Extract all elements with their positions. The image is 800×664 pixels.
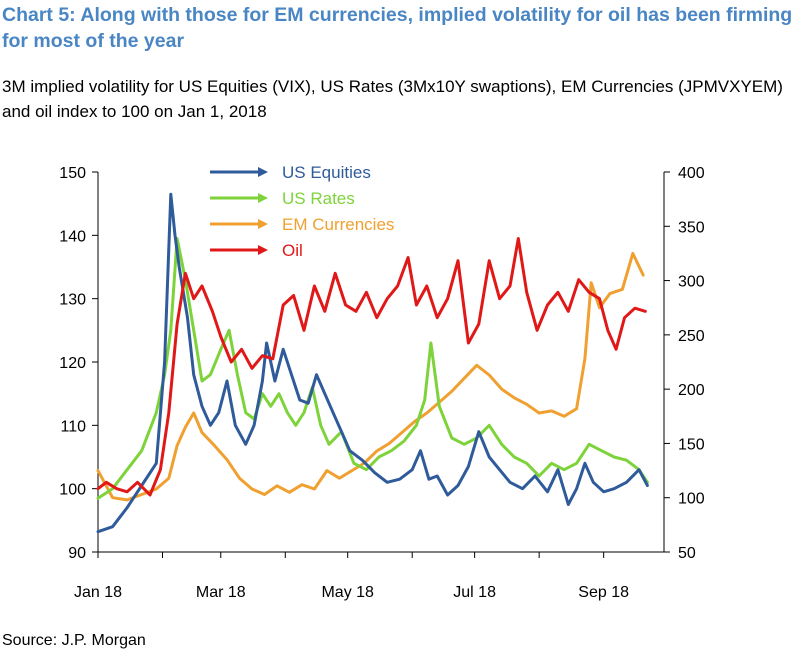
right-axis-tick-label: 100 — [678, 491, 705, 508]
right-axis-tick-label: 400 — [678, 165, 705, 182]
x-axis-tick-label: Jan 18 — [74, 584, 122, 601]
series-line-us-equities — [96, 192, 649, 534]
series-line-oil — [96, 237, 647, 497]
legend-arrow-icon — [258, 245, 268, 255]
right-axis-tick-label: 350 — [678, 219, 705, 236]
left-axis-tick-label: 100 — [59, 482, 86, 499]
legend-item-em-currencies: EM Currencies — [210, 215, 394, 234]
legend-label: Oil — [282, 241, 303, 260]
left-axis-tick-label: 150 — [59, 165, 86, 182]
series-line-em-currencies — [96, 251, 645, 502]
legend-arrow-icon — [258, 219, 268, 229]
x-axis-tick-label: Sep 18 — [578, 584, 629, 601]
right-axis-tick-label: 250 — [678, 328, 705, 345]
legend-arrow-icon — [258, 167, 268, 177]
right-axis-tick-label: 50 — [678, 545, 696, 562]
legend-label: US Equities — [282, 163, 371, 182]
legend-item-us-equities: US Equities — [210, 163, 371, 182]
x-axis-tick-label: Mar 18 — [196, 584, 246, 601]
chart-series-lines — [96, 192, 649, 534]
right-axis-tick-label: 150 — [678, 436, 705, 453]
x-axis-tick-label: May 18 — [321, 584, 374, 601]
chart-title: Chart 5: Along with those for EM currenc… — [2, 4, 793, 52]
source-note: Source: J.P. Morgan — [2, 632, 146, 649]
line-chart: 90 100 110 120 130 140 150 50 100 150 200 250 300 350… — [59, 163, 705, 601]
x-axis-tick-label: Jul 18 — [453, 584, 496, 601]
chart-subtitle: 3M implied volatility for US Equities (V… — [2, 77, 783, 121]
left-axis-tick-label: 140 — [59, 228, 86, 245]
right-axis-tick-label: 300 — [678, 274, 705, 291]
left-axis-tick-label: 120 — [59, 355, 86, 372]
right-axis-tick-label: 200 — [678, 382, 705, 399]
left-axis-tick-label: 130 — [59, 292, 86, 309]
chart-legend: US Equities US Rates EM Currencies Oil — [210, 163, 394, 260]
legend-item-us-rates: US Rates — [210, 189, 355, 208]
legend-item-oil: Oil — [210, 241, 303, 260]
legend-label: EM Currencies — [282, 215, 394, 234]
left-axis-tick-label: 90 — [68, 545, 86, 562]
left-axis-tick-label: 110 — [60, 418, 86, 435]
legend-label: US Rates — [282, 189, 355, 208]
legend-arrow-icon — [258, 193, 268, 203]
chart-axes: 90 100 110 120 130 140 150 50 100 150 200 250 300 350… — [59, 165, 705, 601]
